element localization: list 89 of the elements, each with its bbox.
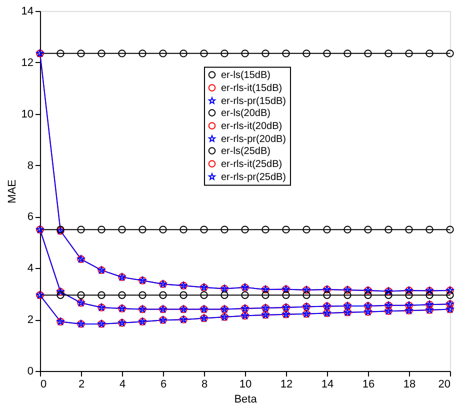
- legend-label: er-ls(15dB): [221, 70, 270, 81]
- point: [384, 291, 392, 299]
- point: [262, 291, 270, 299]
- x-tick-label: 16: [362, 378, 375, 390]
- point: [426, 291, 434, 299]
- point: [384, 50, 392, 58]
- point: [118, 226, 126, 234]
- x-tick-label: 8: [201, 378, 208, 390]
- point: [302, 50, 310, 58]
- point: [180, 291, 188, 299]
- x-tick-label: 10: [239, 378, 252, 390]
- point: [220, 291, 228, 299]
- point: [282, 291, 290, 299]
- point: [138, 50, 146, 58]
- point: [118, 291, 126, 299]
- legend-label: er-ls(20dB): [221, 108, 270, 119]
- point: [180, 50, 188, 58]
- point: [344, 291, 352, 299]
- point: [56, 50, 64, 58]
- point: [77, 226, 85, 234]
- point: [323, 226, 331, 234]
- y-tick-label: 2: [27, 314, 34, 326]
- y-tick-label: 0: [27, 366, 34, 378]
- point: [262, 50, 270, 58]
- point: [138, 291, 146, 299]
- legend-label: er-rls-pr(25dB): [221, 172, 286, 183]
- point: [241, 291, 249, 299]
- point: [323, 291, 331, 299]
- point: [241, 226, 249, 234]
- point: [98, 291, 106, 299]
- point: [426, 226, 434, 234]
- point: [220, 226, 228, 234]
- point: [364, 226, 372, 234]
- point: [344, 50, 352, 58]
- point: [323, 50, 331, 58]
- y-tick-label: 8: [27, 160, 34, 172]
- legend-label: er-rls-it(20dB): [221, 120, 282, 132]
- point: [302, 226, 310, 234]
- point: [98, 226, 106, 234]
- point: [241, 50, 249, 58]
- point: [302, 291, 310, 299]
- y-tick-label: 14: [21, 6, 34, 18]
- point: [282, 226, 290, 234]
- x-tick-label: 6: [160, 378, 167, 390]
- point: [159, 50, 167, 58]
- point: [180, 226, 188, 234]
- point: [138, 226, 146, 234]
- y-tick-label: 12: [21, 56, 34, 69]
- point: [446, 291, 454, 299]
- point: [364, 291, 372, 299]
- x-tick-label: 2: [78, 378, 85, 390]
- point: [282, 50, 290, 58]
- point: [159, 291, 167, 299]
- point: [426, 50, 434, 58]
- point: [405, 50, 413, 58]
- legend-label: er-rls-it(15dB): [221, 82, 282, 94]
- point: [344, 226, 352, 234]
- x-tick-label: 18: [403, 378, 416, 390]
- point: [446, 50, 454, 58]
- x-tick-label: 12: [280, 378, 293, 390]
- y-axis-title: MAE: [6, 180, 18, 204]
- point: [98, 50, 106, 58]
- point: [56, 291, 64, 299]
- legend-label: er-ls(25dB): [221, 146, 270, 157]
- y-tick-label: 6: [27, 211, 34, 224]
- point: [220, 50, 228, 58]
- point: [405, 226, 413, 234]
- x-tick-label: 0: [40, 378, 47, 390]
- point: [384, 226, 392, 234]
- point: [262, 226, 270, 234]
- point: [364, 50, 372, 58]
- point: [118, 50, 126, 58]
- point: [200, 291, 208, 299]
- y-tick-label: 4: [27, 262, 34, 275]
- x-tick-label: 14: [321, 378, 334, 390]
- legend-label: er-rls-pr(15dB): [221, 96, 286, 107]
- point: [77, 50, 85, 58]
- x-axis-title: Beta: [234, 394, 258, 406]
- point: [200, 226, 208, 234]
- y-tick-label: 10: [21, 108, 34, 120]
- legend-label: er-rls-pr(20dB): [221, 134, 286, 145]
- point: [159, 226, 167, 234]
- x-tick-label: 20: [438, 378, 450, 390]
- x-tick-label: 4: [119, 378, 126, 390]
- legend-label: er-rls-it(25dB): [221, 158, 282, 170]
- point: [77, 291, 85, 299]
- point: [200, 50, 208, 58]
- point: [405, 291, 413, 299]
- point: [446, 226, 454, 234]
